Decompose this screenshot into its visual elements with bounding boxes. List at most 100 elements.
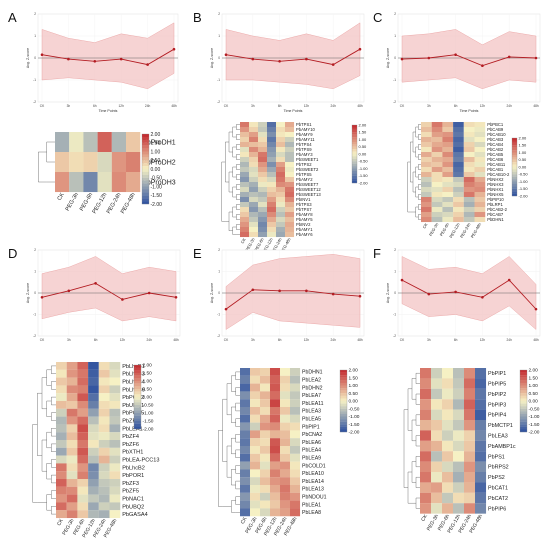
heatmap-cell [285,222,295,228]
heatmap-cell [442,217,454,223]
heatmap-cell [280,453,291,462]
colorbar-tick-label: -1.00 [519,179,529,184]
heatmap-cell [109,486,121,495]
heatmap-cell [240,177,250,183]
heatmap-cell [66,424,78,433]
heatmap-cell [77,408,89,417]
heatmap-cell [280,485,291,493]
heatmap-cell [98,377,110,386]
x-tick-label: 12h [480,104,486,108]
heatmap-cell [453,461,465,473]
mean-point [534,307,538,311]
heatmap-cell [290,469,301,478]
gene-label: PbDHN1 [302,370,323,376]
heatmap-cell [258,187,268,193]
x-tick-label: CK [400,104,405,108]
mean-point [224,53,228,56]
heatmap-cell [464,440,476,452]
heatmap-cell [474,192,486,198]
x-tick-label: 12h [120,338,126,342]
colorbar-segment [512,174,517,177]
x-tick-label: 48h [533,338,539,342]
heatmap-cell [250,430,261,439]
heatmap-cell [270,430,281,439]
heatmap-cell [431,137,443,143]
heatmap-cell [240,217,250,223]
heatmap-cell [463,132,475,138]
y-tick-label: 2 [34,248,36,252]
gene-label: PbDHN2 [302,385,323,391]
gene-label: PbPIP6 [488,506,506,512]
heatmap-cell [267,222,277,228]
heatmap-cell [109,455,121,464]
heatmap-cell [276,152,286,158]
heatmap-cell [98,510,110,519]
heatmap-cell [240,453,251,462]
heatmap-cell [66,471,78,480]
column-label: PEG-48h [120,192,137,215]
mean-point [454,53,457,56]
heatmap-cell [431,167,443,173]
mean-line [41,48,175,66]
heatmap-cell [109,494,121,503]
column-label: PEG-48h [470,222,483,239]
heatmap-cell [453,420,465,431]
heatmap-cell [431,388,443,400]
heatmap-cell [463,137,475,143]
heatmap-cell [66,393,78,402]
gene-label: PbPIP1 [302,424,320,430]
y-axis-label: Avg. Z-score [210,283,214,303]
colorbar-segment [520,375,527,378]
colorbar-segment [134,426,141,430]
colorbar-segment [512,140,517,143]
heatmap-cell [88,447,99,456]
mean-point [358,294,362,298]
gene-label: PbCAB2-2 [487,207,507,212]
gene-label: PbTPS5 [296,172,312,177]
heatmap-cell [270,399,281,408]
colorbar-segment [134,423,141,427]
colorbar-segment [142,186,149,190]
gene-label: PbCAB5 [487,152,504,157]
gene-label: PbLEA9 [302,456,321,462]
x-tick-label: 24h [145,104,151,108]
heatmap-cell [442,142,454,148]
heatmap-cell [270,500,281,509]
heatmap-cell [267,137,277,143]
colorbar-tick-label: 0.00 [519,164,528,169]
heatmap-cell [267,147,277,153]
heatmap-cell [98,432,110,441]
y-tick-label: -1 [393,313,396,317]
heatmap-cell [421,152,432,158]
heatmap-cell [276,177,286,183]
sd-band [401,29,537,90]
heatmap-cell [270,469,281,478]
heatmap-cell [431,399,443,410]
colorbar-segment [352,151,357,155]
heatmap-cell [240,142,250,148]
heatmap-cell [475,503,487,514]
gene-label: PbAMY10 [296,127,316,132]
mean-point [358,47,362,51]
heatmap-cell [260,446,271,454]
colorbar-segment [142,169,149,173]
y-tick-label: 1 [394,34,396,38]
gene-label: PbPS2 [488,475,505,481]
panel-c: C 2 1 0 -1 -2 CK 3h 6h 12h 24h 48h Avg. Z-score Time … [373,10,541,239]
heatmap-cell [260,430,271,439]
heatmap-cell [56,377,67,386]
heatmap-cell [88,479,99,487]
colorbar-segment [340,413,347,417]
colorbar-segment [512,176,517,180]
y-tick-label: 1 [218,270,220,274]
heatmap-cell [83,132,98,153]
heatmap-cell [280,438,291,447]
gene-label: PbLEA8 [302,510,321,516]
colorbar-tick-label: 0.50 [359,144,368,149]
heatmap-cell [240,187,250,193]
colorbar-tick-label: -0.50 [529,406,540,412]
heatmap-cell [240,430,251,439]
heatmap-cell [442,440,454,452]
heatmap-cell [420,409,432,421]
colorbar-segment [520,411,527,415]
